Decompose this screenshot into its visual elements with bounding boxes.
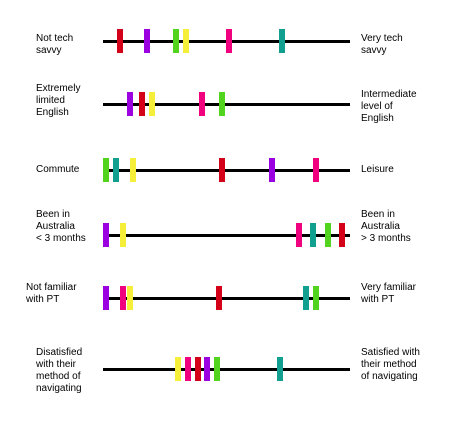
left-label: Not familiar with PT: [26, 282, 77, 305]
marker-red: [339, 223, 346, 247]
right-label: Very familiar with PT: [361, 282, 417, 305]
marker-teal: [276, 357, 283, 381]
marker-red: [139, 92, 146, 116]
marker-yellow: [127, 286, 134, 310]
marker-yellow: [129, 158, 136, 182]
left-label: Extremely limited English: [36, 83, 81, 118]
scale-axis-line: [103, 368, 350, 371]
marker-pink: [225, 29, 232, 53]
left-label: Commute: [36, 164, 80, 175]
marker-purple: [143, 29, 150, 53]
marker-green: [312, 286, 319, 310]
marker-yellow: [182, 29, 189, 53]
right-label: Been in Australia > 3 months: [361, 209, 411, 244]
marker-green: [213, 357, 220, 381]
marker-purple: [103, 286, 109, 310]
marker-green: [218, 92, 225, 116]
scale-axis-line: [103, 169, 350, 172]
marker-purple: [269, 158, 276, 182]
marker-yellow: [119, 223, 126, 247]
right-label: Satisfied with their method of navigatin…: [361, 347, 420, 382]
marker-green: [324, 223, 331, 247]
marker-green: [172, 29, 179, 53]
right-label: Very tech savvy: [361, 33, 403, 56]
marker-red: [216, 286, 223, 310]
marker-teal: [310, 223, 317, 247]
right-label: Intermediate level of English: [361, 89, 417, 124]
left-label: Not tech savvy: [36, 33, 74, 56]
marker-red: [218, 158, 225, 182]
left-label: Been in Australia < 3 months: [36, 209, 86, 244]
marker-red: [194, 357, 201, 381]
marker-green: [103, 158, 109, 182]
marker-teal: [112, 158, 119, 182]
marker-purple: [204, 357, 211, 381]
scale-axis-line: [103, 103, 350, 106]
marker-yellow: [175, 357, 182, 381]
right-label: Leisure: [361, 164, 394, 175]
marker-pink: [184, 357, 191, 381]
scale-axis-line: [103, 297, 350, 300]
marker-pink: [119, 286, 126, 310]
left-label: Disatisfied with their method of navigat…: [36, 347, 83, 394]
scale-axis-line: [103, 234, 350, 237]
marker-purple: [103, 223, 109, 247]
marker-red: [117, 29, 124, 53]
marker-purple: [127, 92, 134, 116]
marker-teal: [278, 29, 285, 53]
marker-pink: [295, 223, 302, 247]
marker-pink: [312, 158, 319, 182]
marker-yellow: [148, 92, 155, 116]
marker-pink: [199, 92, 206, 116]
marker-teal: [303, 286, 310, 310]
